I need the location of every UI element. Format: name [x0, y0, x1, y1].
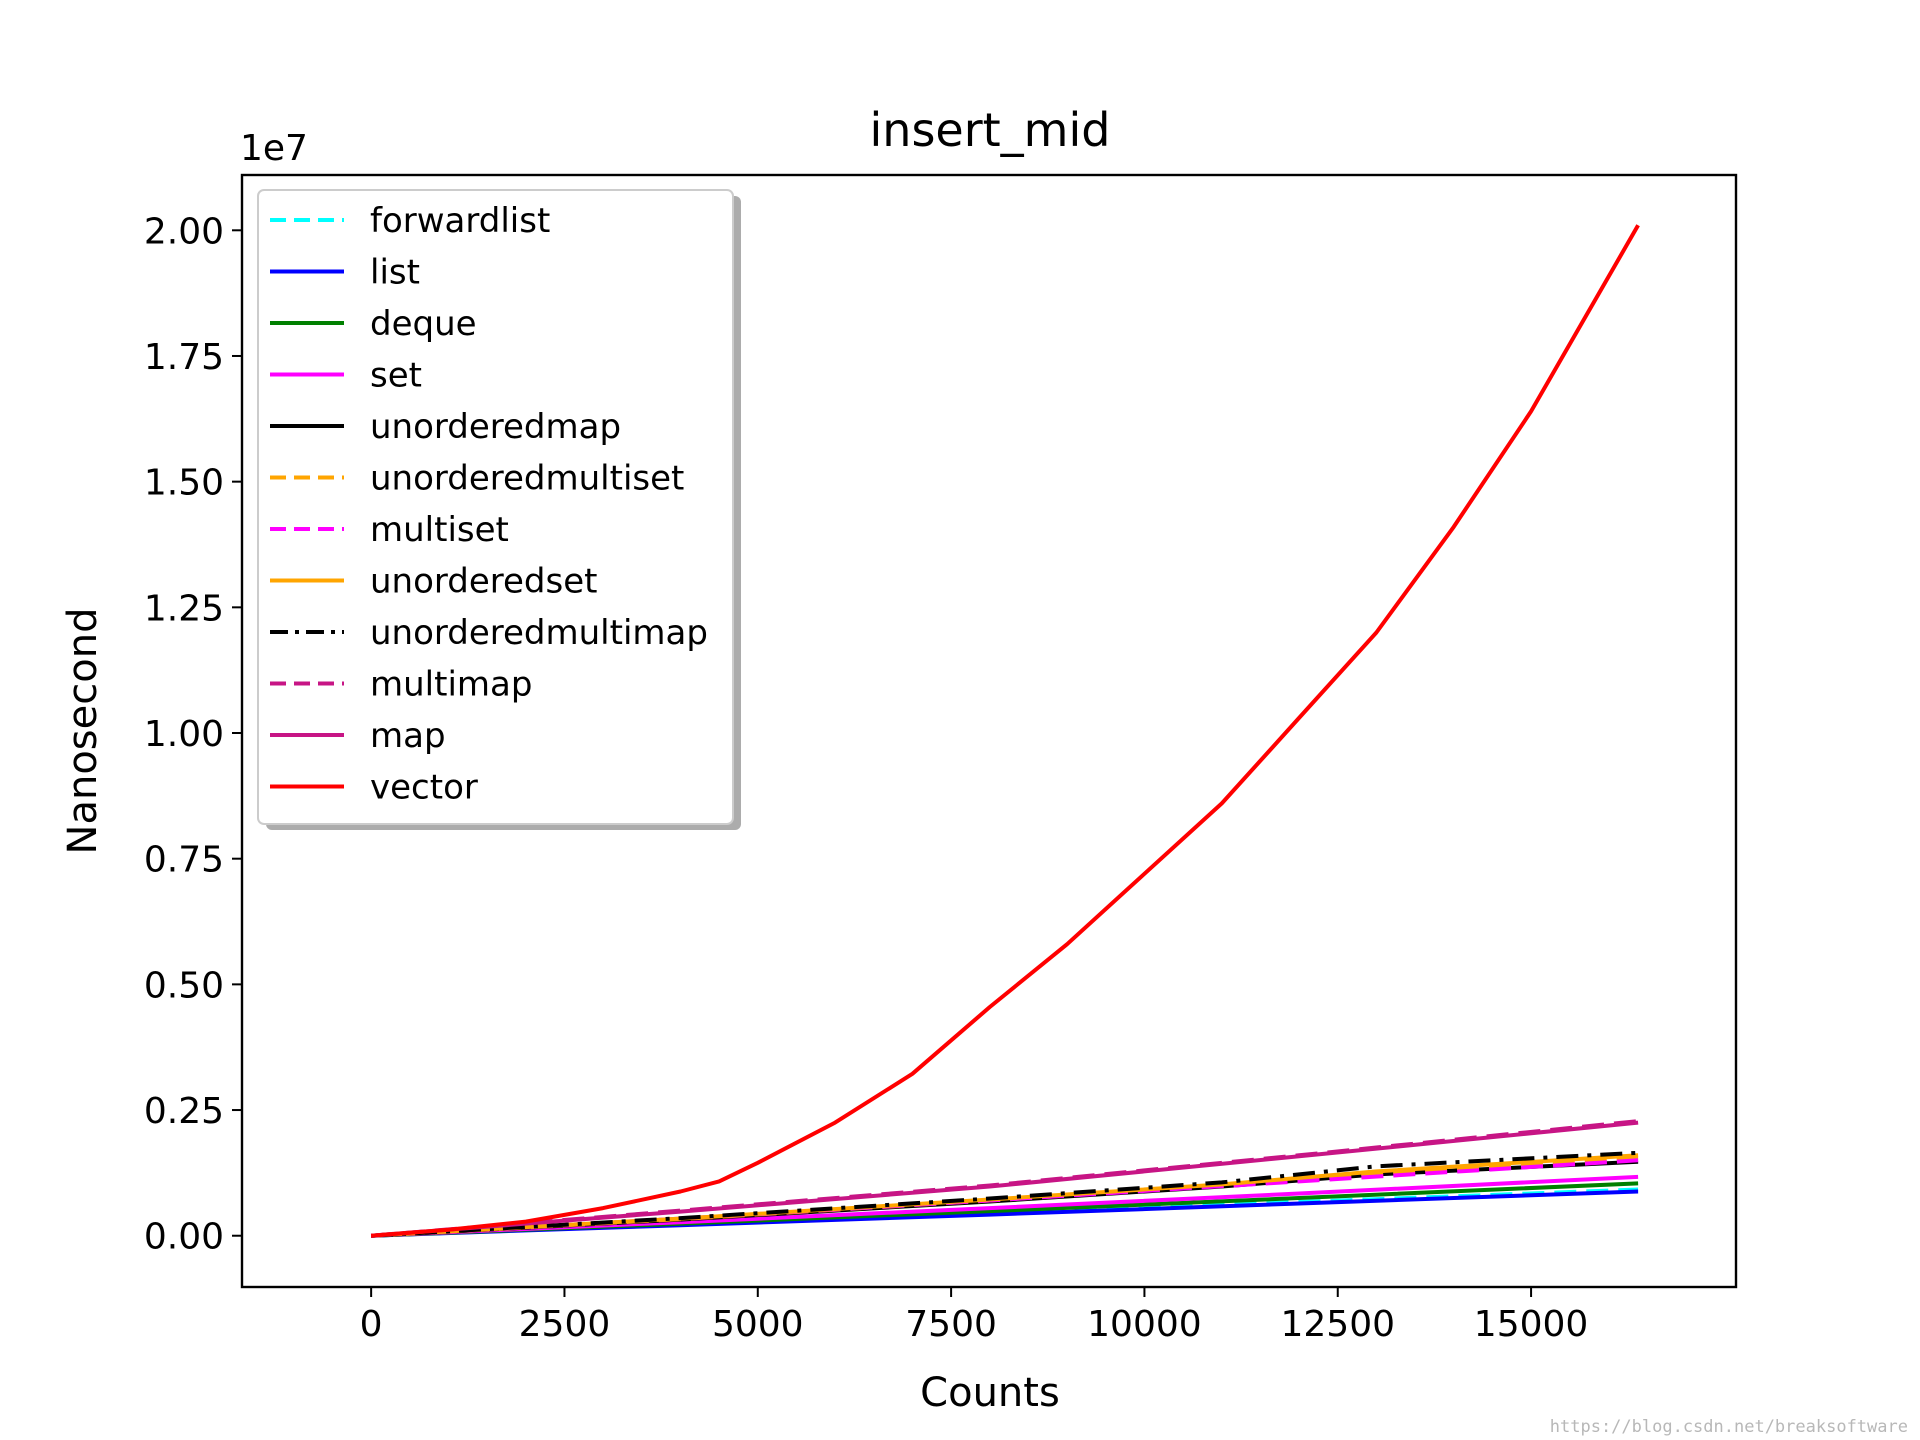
y-tick-label: 0.75	[144, 840, 224, 881]
x-tick-label: 0	[360, 1304, 383, 1345]
y-tick-label: 0.50	[144, 965, 224, 1006]
series-layer	[370, 224, 1640, 1238]
watermark: https://blog.csdn.net/breaksoftware	[1550, 1417, 1908, 1437]
legend-label: unorderedmultiset	[370, 459, 684, 499]
legend: forwardlist list deque set unorderedmap unord…	[257, 189, 741, 830]
y-tick-label: 1.50	[144, 463, 224, 504]
legend-label: list	[370, 253, 420, 293]
series-line-map	[370, 1120, 1639, 1238]
y-tick-label: 0.00	[144, 1217, 224, 1258]
y-axis-offset-text: 1e7	[240, 128, 308, 169]
x-tick-label: 10000	[1087, 1304, 1202, 1345]
y-axis-label: Nanosecond	[60, 608, 106, 855]
legend-label: multimap	[370, 665, 532, 705]
y-tick-label: 2.00	[144, 211, 224, 252]
legend-label: unorderedmultimap	[370, 613, 708, 653]
x-tick-label: 5000	[712, 1304, 804, 1345]
x-tick-label: 15000	[1474, 1304, 1589, 1345]
legend-label: map	[370, 716, 446, 756]
y-tick-label: 1.75	[144, 337, 224, 378]
legend-label: multiset	[370, 510, 509, 550]
chart-title: insert_mid	[870, 103, 1111, 157]
legend-items: forwardlist list deque set unorderedmap unord…	[270, 201, 708, 808]
y-tick-label: 0.25	[144, 1091, 224, 1132]
x-tick-label: 2500	[519, 1304, 611, 1345]
legend-frame	[257, 189, 734, 825]
axis-ticks: 0 2500 5000 7500 10000 12500 15000 0.00 0.25 0.50…	[144, 211, 1588, 1345]
legend-label: set	[370, 356, 422, 396]
series-line-vector	[370, 224, 1640, 1238]
legend-label: vector	[370, 768, 478, 808]
legend-label: unorderedmap	[370, 407, 621, 447]
x-tick-label: 12500	[1280, 1304, 1395, 1345]
plot-frame	[240, 173, 1738, 1289]
series-line-unorderedmultimap	[370, 1150, 1639, 1238]
y-tick-label: 1.25	[144, 588, 224, 629]
legend-label: forwardlist	[370, 201, 550, 241]
x-axis-label: Counts	[920, 1370, 1060, 1416]
legend-label: unorderedset	[370, 562, 597, 602]
x-tick-label: 7500	[905, 1304, 997, 1345]
y-tick-label: 1.00	[144, 714, 224, 755]
legend-label: deque	[370, 304, 477, 344]
